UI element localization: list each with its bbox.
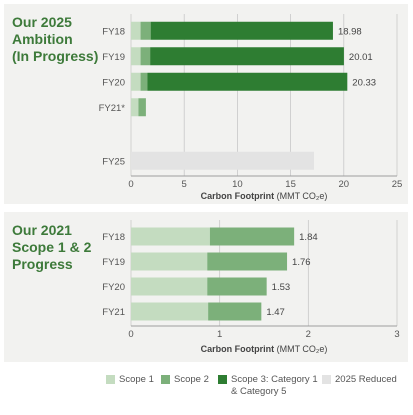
bar-segment <box>208 302 262 321</box>
legend-label: Scope 1 <box>119 374 154 385</box>
category-label: FY20 <box>102 77 125 88</box>
category-label: FY19 <box>102 52 125 63</box>
legend-swatch <box>218 375 227 384</box>
bar-segment <box>150 21 333 40</box>
chart-legend: Scope 1 Scope 2 Scope 3: Category 1 & Ca… <box>0 370 413 410</box>
x-tick-label: 15 <box>285 179 296 190</box>
x-axis-label: Carbon Footprint (MMT CO₂e) <box>201 191 328 201</box>
category-label: FY20 <box>102 282 125 293</box>
chart-2021-scope-progress: 0 1 2 3 FY18 1.84 FY19 1.76 FY20 1.53 FY21 1.47 Carb… <box>102 220 400 354</box>
bar-segment <box>131 72 141 91</box>
x-axis-label: Carbon Footprint (MMT CO₂e) <box>201 344 328 354</box>
data-label: 1.47 <box>266 307 285 318</box>
x-tick-label: 2 <box>306 329 311 340</box>
data-label: 20.01 <box>349 52 373 63</box>
data-label: 1.53 <box>272 282 291 293</box>
bar-segment <box>138 98 146 117</box>
legend-swatch <box>161 375 170 384</box>
bar-segment <box>131 47 141 66</box>
data-label: 1.84 <box>299 232 318 243</box>
x-tick-label: 10 <box>232 179 243 190</box>
bar-segment <box>140 47 151 66</box>
bar-segment <box>131 151 315 170</box>
category-label: FY19 <box>102 257 125 268</box>
legend-label: 2025 Reduced <box>335 374 397 385</box>
chart-2025-ambition: 0 5 10 15 20 25 FY18 18.98 FY19 20.01 FY20 20.33 FY2… <box>99 14 403 201</box>
category-label: FY21 <box>102 307 125 318</box>
x-tick-label: 3 <box>394 329 399 340</box>
bar-segment <box>131 252 208 271</box>
legend-item: Scope 2 <box>161 374 209 386</box>
bar-segment <box>131 227 210 246</box>
bar-segment <box>131 302 209 321</box>
data-label: 20.33 <box>352 77 376 88</box>
bar-segment <box>140 21 151 40</box>
bar-segment <box>207 252 288 271</box>
chart-panel-2021-scope-progress: Our 2021 Scope 1 & 2 Progress 0 1 2 3 FY18 1.… <box>4 212 408 362</box>
legend-label: Scope 2 <box>174 374 209 385</box>
bar-segment <box>147 72 348 91</box>
legend-item: 2025 Reduced <box>322 374 397 386</box>
legend-label: Scope 3: Category 1 & Category 5 <box>231 374 318 397</box>
x-tick-label: 1 <box>217 329 222 340</box>
category-label: FY25 <box>102 156 125 167</box>
bar-segment <box>140 72 148 91</box>
legend-item: Scope 1 <box>106 374 154 386</box>
chart-title: Our 2021 Scope 1 & 2 Progress <box>12 222 92 272</box>
bar-segment <box>131 277 208 296</box>
category-label: FY18 <box>102 26 125 37</box>
bar-segment <box>131 21 141 40</box>
category-label: FY21* <box>99 103 126 114</box>
x-tick-label: 0 <box>128 179 133 190</box>
category-label: FY18 <box>102 232 125 243</box>
chart-panel-2025-ambition: Our 2025 Ambition (In Progress) 0 5 10 15 20… <box>4 4 408 204</box>
bar-segment <box>150 47 344 66</box>
bar-segment <box>131 98 139 117</box>
bar-segment <box>207 277 267 296</box>
bar-segment <box>209 227 295 246</box>
x-tick-label: 25 <box>392 179 403 190</box>
x-tick-label: 0 <box>128 329 133 340</box>
data-label: 1.76 <box>292 257 311 268</box>
legend-item: Scope 3: Category 1 & Category 5 <box>218 374 318 398</box>
x-tick-label: 5 <box>182 179 187 190</box>
x-tick-label: 20 <box>339 179 350 190</box>
legend-swatch <box>322 375 331 384</box>
data-label: 18.98 <box>338 26 362 37</box>
chart-title: Our 2025 Ambition (In Progress) <box>12 14 99 64</box>
legend-swatch <box>106 375 115 384</box>
